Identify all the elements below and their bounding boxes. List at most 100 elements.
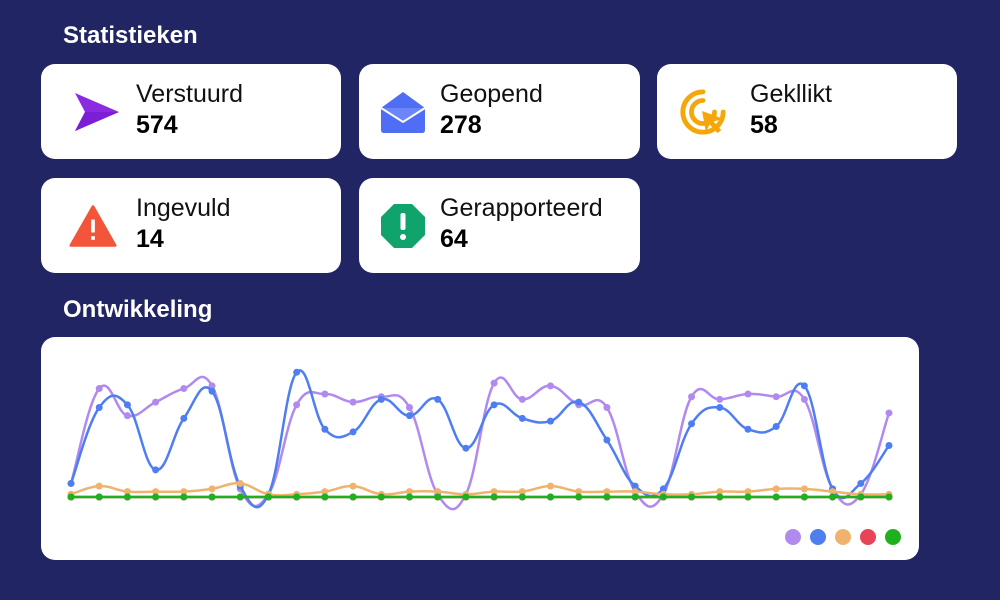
stat-card-opened[interactable]: Geopend 278 — [359, 64, 640, 159]
series-0-point[interactable] — [95, 385, 103, 393]
series-2-point[interactable] — [208, 485, 216, 493]
series-4-point[interactable] — [631, 493, 639, 501]
series-4-point[interactable] — [857, 493, 865, 501]
series-0-point[interactable] — [518, 395, 526, 403]
series-0-point[interactable] — [800, 395, 808, 403]
series-0-point[interactable] — [321, 390, 329, 398]
series-4-point[interactable] — [434, 493, 442, 501]
series-4-point[interactable] — [236, 493, 244, 501]
series-1-point[interactable] — [490, 401, 498, 409]
series-1-point[interactable] — [405, 412, 413, 420]
series-4-point[interactable] — [95, 493, 103, 501]
series-4-point[interactable] — [67, 493, 75, 501]
series-2-point[interactable] — [321, 488, 329, 496]
series-1-point[interactable] — [321, 425, 329, 433]
series-1-point[interactable] — [462, 444, 470, 452]
series-2-point[interactable] — [744, 488, 752, 496]
series-2-point[interactable] — [152, 488, 160, 496]
series-1-point[interactable] — [349, 428, 357, 436]
series-4-point[interactable] — [659, 493, 667, 501]
series-0-point[interactable] — [405, 404, 413, 412]
series-4-point[interactable] — [405, 493, 413, 501]
series-0-point[interactable] — [293, 401, 301, 409]
series-0-point[interactable] — [744, 390, 752, 398]
series-1-point[interactable] — [857, 479, 865, 487]
series-4-point[interactable] — [800, 493, 808, 501]
series-2-point[interactable] — [490, 488, 498, 496]
series-2-point[interactable] — [434, 488, 442, 496]
series-4-point[interactable] — [152, 493, 160, 501]
series-0-point[interactable] — [688, 393, 696, 401]
legend-dot-1[interactable] — [810, 529, 826, 545]
stat-card-sent[interactable]: Verstuurd 574 — [41, 64, 341, 159]
series-1-point[interactable] — [434, 395, 442, 403]
series-4-point[interactable] — [603, 493, 611, 501]
series-2-point[interactable] — [603, 488, 611, 496]
series-2-point[interactable] — [95, 482, 103, 490]
series-1-point[interactable] — [180, 414, 188, 422]
series-0-point[interactable] — [208, 382, 216, 390]
series-0-point[interactable] — [716, 395, 724, 403]
series-1-point[interactable] — [518, 414, 526, 422]
series-4-point[interactable] — [377, 493, 385, 501]
series-1-point[interactable] — [152, 466, 160, 474]
series-1-point[interactable] — [547, 417, 555, 425]
series-1-point[interactable] — [67, 479, 75, 487]
series-1-point[interactable] — [688, 420, 696, 428]
series-1-point[interactable] — [744, 425, 752, 433]
series-4-point[interactable] — [772, 493, 780, 501]
series-1-point[interactable] — [95, 404, 103, 412]
series-4-point[interactable] — [829, 493, 837, 501]
series-1-point[interactable] — [377, 395, 385, 403]
series-1-point[interactable] — [603, 436, 611, 444]
series-4-point[interactable] — [744, 493, 752, 501]
series-4-point[interactable] — [123, 493, 131, 501]
series-0-point[interactable] — [152, 398, 160, 406]
series-4-point[interactable] — [547, 493, 555, 501]
series-4-point[interactable] — [885, 493, 893, 501]
series-4-point[interactable] — [518, 493, 526, 501]
series-4-point[interactable] — [490, 493, 498, 501]
series-1-point[interactable] — [208, 387, 216, 395]
series-2-point[interactable] — [772, 485, 780, 493]
series-1-point[interactable] — [123, 401, 131, 409]
series-1-point[interactable] — [293, 368, 301, 376]
stat-card-clicked[interactable]: Gekllikt 58 — [657, 64, 957, 159]
stat-card-reported[interactable]: Gerapporteerd 64 — [359, 178, 640, 273]
legend-dot-3[interactable] — [860, 529, 876, 545]
series-1-point[interactable] — [575, 398, 583, 406]
series-0-point[interactable] — [547, 382, 555, 390]
series-2-point[interactable] — [236, 479, 244, 487]
series-2-point[interactable] — [631, 488, 639, 496]
series-4-point[interactable] — [349, 493, 357, 501]
series-1-point[interactable] — [631, 482, 639, 490]
legend-dot-2[interactable] — [835, 529, 851, 545]
series-0-point[interactable] — [603, 404, 611, 412]
legend-dot-4[interactable] — [885, 529, 901, 545]
series-2-point[interactable] — [547, 482, 555, 490]
series-2-point[interactable] — [716, 488, 724, 496]
series-0-point[interactable] — [885, 409, 893, 417]
series-2-point[interactable] — [829, 488, 837, 496]
series-4-point[interactable] — [688, 493, 696, 501]
series-2-point[interactable] — [349, 482, 357, 490]
legend-dot-0[interactable] — [785, 529, 801, 545]
series-4-point[interactable] — [716, 493, 724, 501]
series-1-point[interactable] — [772, 423, 780, 431]
series-4-point[interactable] — [575, 493, 583, 501]
series-0-point[interactable] — [772, 393, 780, 401]
series-2-point[interactable] — [800, 485, 808, 493]
series-4-point[interactable] — [264, 493, 272, 501]
series-1-point[interactable] — [885, 441, 893, 449]
series-0-point[interactable] — [490, 379, 498, 387]
series-2-point[interactable] — [180, 488, 188, 496]
series-0-point[interactable] — [180, 385, 188, 393]
series-1-point[interactable] — [800, 382, 808, 390]
series-2-point[interactable] — [518, 488, 526, 496]
series-2-point[interactable] — [123, 488, 131, 496]
series-4-point[interactable] — [462, 493, 470, 501]
series-2-point[interactable] — [575, 488, 583, 496]
series-4-point[interactable] — [208, 493, 216, 501]
series-2-point[interactable] — [405, 488, 413, 496]
stat-card-filled[interactable]: Ingevuld 14 — [41, 178, 341, 273]
